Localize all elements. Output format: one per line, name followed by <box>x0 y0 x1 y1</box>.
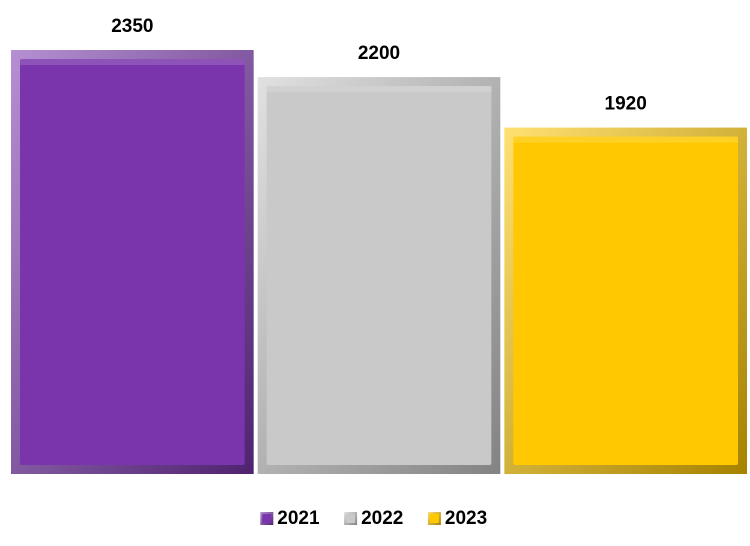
bar-highlight <box>20 59 245 65</box>
legend-label: 2022 <box>361 508 403 529</box>
data-label-2023: 1920 <box>605 94 647 115</box>
legend-swatch-face <box>346 514 356 523</box>
legend-swatch-face <box>262 514 272 523</box>
bar-2021 <box>11 50 254 474</box>
legend-label: 2021 <box>277 508 320 529</box>
bar-2022 <box>257 77 501 474</box>
bar-face <box>513 136 738 465</box>
bar-highlight <box>266 86 492 93</box>
legend-item-2023: 2023 <box>427 508 487 529</box>
legend-swatch-face <box>429 514 439 523</box>
legend-item-2021: 2021 <box>260 508 320 529</box>
legend: 2021 2022 2023 <box>260 508 487 529</box>
bar-face <box>20 59 245 465</box>
legend-item-2022: 2022 <box>344 508 403 529</box>
data-label-2022: 2200 <box>358 43 400 64</box>
bar-highlight <box>513 136 738 143</box>
data-label-2021: 2350 <box>111 16 153 37</box>
legend-label: 2023 <box>445 508 487 529</box>
bars-layer <box>11 50 747 474</box>
bar-2023 <box>504 127 747 474</box>
bar-face <box>266 86 492 465</box>
data-labels-layer: 2350 2200 1920 <box>111 16 647 115</box>
